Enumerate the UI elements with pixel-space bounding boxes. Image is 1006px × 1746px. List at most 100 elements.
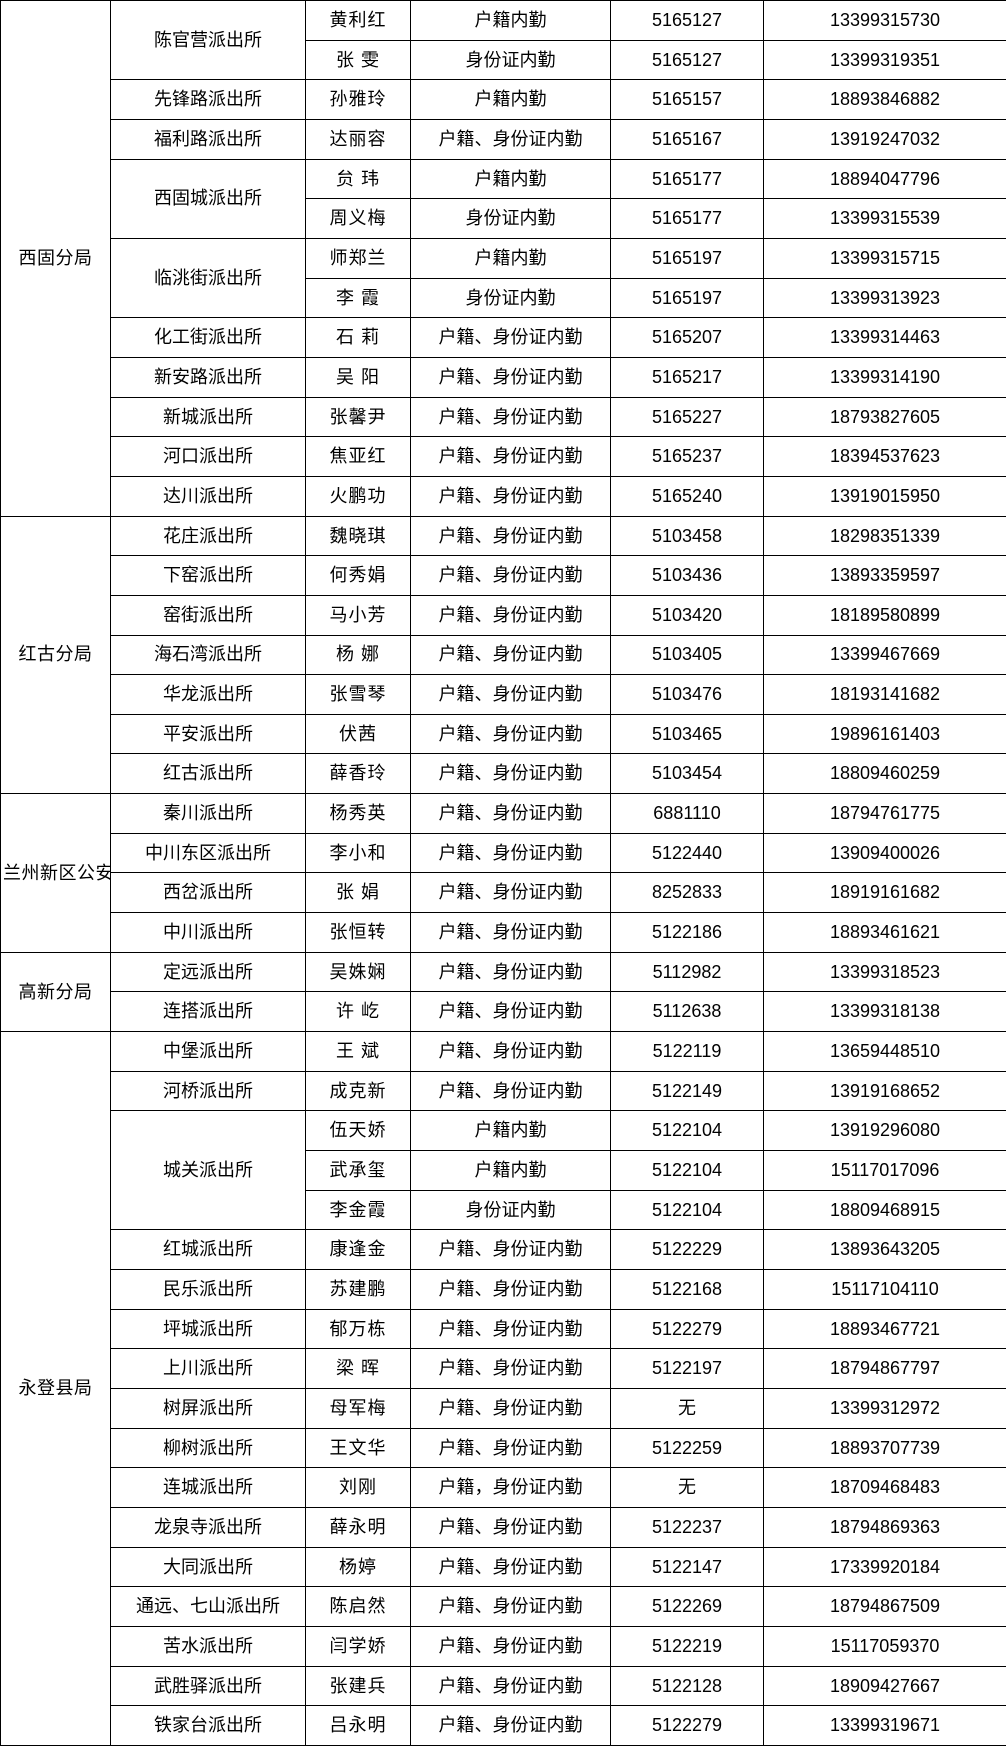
- person-name-cell: 孙雅玲: [306, 80, 411, 120]
- mobile-number-cell: 18909427667: [764, 1666, 1006, 1706]
- mobile-number-cell: 13893359597: [764, 556, 1006, 596]
- mobile-number-cell: 18193141682: [764, 675, 1006, 715]
- landline-cell: 5103405: [611, 635, 764, 675]
- person-name-cell: 火鹏功: [306, 476, 411, 516]
- landline-cell: 5165127: [611, 1, 764, 41]
- mobile-number-cell: 13399318138: [764, 992, 1006, 1032]
- mobile-number-cell: 18189580899: [764, 595, 1006, 635]
- person-name-cell: 张恒转: [306, 913, 411, 953]
- duty-type-cell: 身份证内勤: [411, 278, 611, 318]
- landline-cell: 5122219: [611, 1626, 764, 1666]
- duty-type-cell: 户籍、身份证内勤: [411, 714, 611, 754]
- person-name-cell: 陈启然: [306, 1587, 411, 1627]
- station-cell: 铁家台派出所: [111, 1706, 306, 1746]
- person-name-cell: 成克新: [306, 1071, 411, 1111]
- mobile-number-cell: 13919247032: [764, 119, 1006, 159]
- station-cell: 民乐派出所: [111, 1270, 306, 1310]
- person-name-cell: 何秀娟: [306, 556, 411, 596]
- landline-cell: 5165197: [611, 278, 764, 318]
- person-name-cell: 魏晓琪: [306, 516, 411, 556]
- station-cell: 定远派出所: [111, 952, 306, 992]
- landline-cell: 5122104: [611, 1111, 764, 1151]
- mobile-number-cell: 15117017096: [764, 1151, 1006, 1191]
- person-name-cell: 梁 晖: [306, 1349, 411, 1389]
- duty-type-cell: 户籍、身份证内勤: [411, 397, 611, 437]
- person-name-cell: 马小芳: [306, 595, 411, 635]
- landline-cell: 5122269: [611, 1587, 764, 1627]
- station-cell: 苦水派出所: [111, 1626, 306, 1666]
- mobile-number-cell: 18794867797: [764, 1349, 1006, 1389]
- person-name-cell: 黄利红: [306, 1, 411, 41]
- landline-cell: 5103476: [611, 675, 764, 715]
- mobile-number-cell: 18809468915: [764, 1190, 1006, 1230]
- station-cell: 化工街派出所: [111, 318, 306, 358]
- station-cell: 中川东区派出所: [111, 833, 306, 873]
- station-cell: 秦川派出所: [111, 794, 306, 834]
- person-name-cell: 母军梅: [306, 1388, 411, 1428]
- duty-type-cell: 户籍、身份证内勤: [411, 556, 611, 596]
- duty-type-cell: 户籍、身份证内勤: [411, 1587, 611, 1627]
- person-name-cell: 王 斌: [306, 1032, 411, 1072]
- person-name-cell: 刘刚: [306, 1468, 411, 1508]
- mobile-number-cell: 18394537623: [764, 437, 1006, 477]
- mobile-number-cell: 13399314463: [764, 318, 1006, 358]
- mobile-number-cell: 18298351339: [764, 516, 1006, 556]
- duty-type-cell: 户籍内勤: [411, 1, 611, 41]
- person-name-cell: 张 娟: [306, 873, 411, 913]
- duty-type-cell: 户籍、身份证内勤: [411, 1032, 611, 1072]
- landline-cell: 5165237: [611, 437, 764, 477]
- landline-cell: 无: [611, 1468, 764, 1508]
- duty-type-cell: 户籍、身份证内勤: [411, 1349, 611, 1389]
- mobile-number-cell: 15117059370: [764, 1626, 1006, 1666]
- landline-cell: 5103420: [611, 595, 764, 635]
- bureau-cell: 红古分局: [1, 516, 111, 794]
- mobile-number-cell: 13399319671: [764, 1706, 1006, 1746]
- duty-type-cell: 户籍内勤: [411, 238, 611, 278]
- landline-cell: 5122119: [611, 1032, 764, 1072]
- landline-cell: 5122229: [611, 1230, 764, 1270]
- landline-cell: 6881110: [611, 794, 764, 834]
- person-name-cell: 苏建鹏: [306, 1270, 411, 1310]
- mobile-number-cell: 18919161682: [764, 873, 1006, 913]
- landline-cell: 5165177: [611, 159, 764, 199]
- mobile-number-cell: 13909400026: [764, 833, 1006, 873]
- duty-type-cell: 户籍、身份证内勤: [411, 992, 611, 1032]
- person-name-cell: 周义梅: [306, 199, 411, 239]
- duty-type-cell: 户籍、身份证内勤: [411, 913, 611, 953]
- person-name-cell: 张雪琴: [306, 675, 411, 715]
- duty-type-cell: 户籍内勤: [411, 80, 611, 120]
- duty-type-cell: 户籍、身份证内勤: [411, 1666, 611, 1706]
- landline-cell: 5165240: [611, 476, 764, 516]
- station-cell: 连城派出所: [111, 1468, 306, 1508]
- duty-type-cell: 户籍、身份证内勤: [411, 952, 611, 992]
- person-name-cell: 薛永明: [306, 1507, 411, 1547]
- station-cell: 河口派出所: [111, 437, 306, 477]
- landline-cell: 5103465: [611, 714, 764, 754]
- mobile-number-cell: 13399313923: [764, 278, 1006, 318]
- person-name-cell: 武承玺: [306, 1151, 411, 1191]
- landline-cell: 5103436: [611, 556, 764, 596]
- mobile-number-cell: 19896161403: [764, 714, 1006, 754]
- duty-type-cell: 户籍、身份证内勤: [411, 833, 611, 873]
- duty-type-cell: 户籍、身份证内勤: [411, 1626, 611, 1666]
- station-cell: 新安路派出所: [111, 357, 306, 397]
- mobile-number-cell: 18794761775: [764, 794, 1006, 834]
